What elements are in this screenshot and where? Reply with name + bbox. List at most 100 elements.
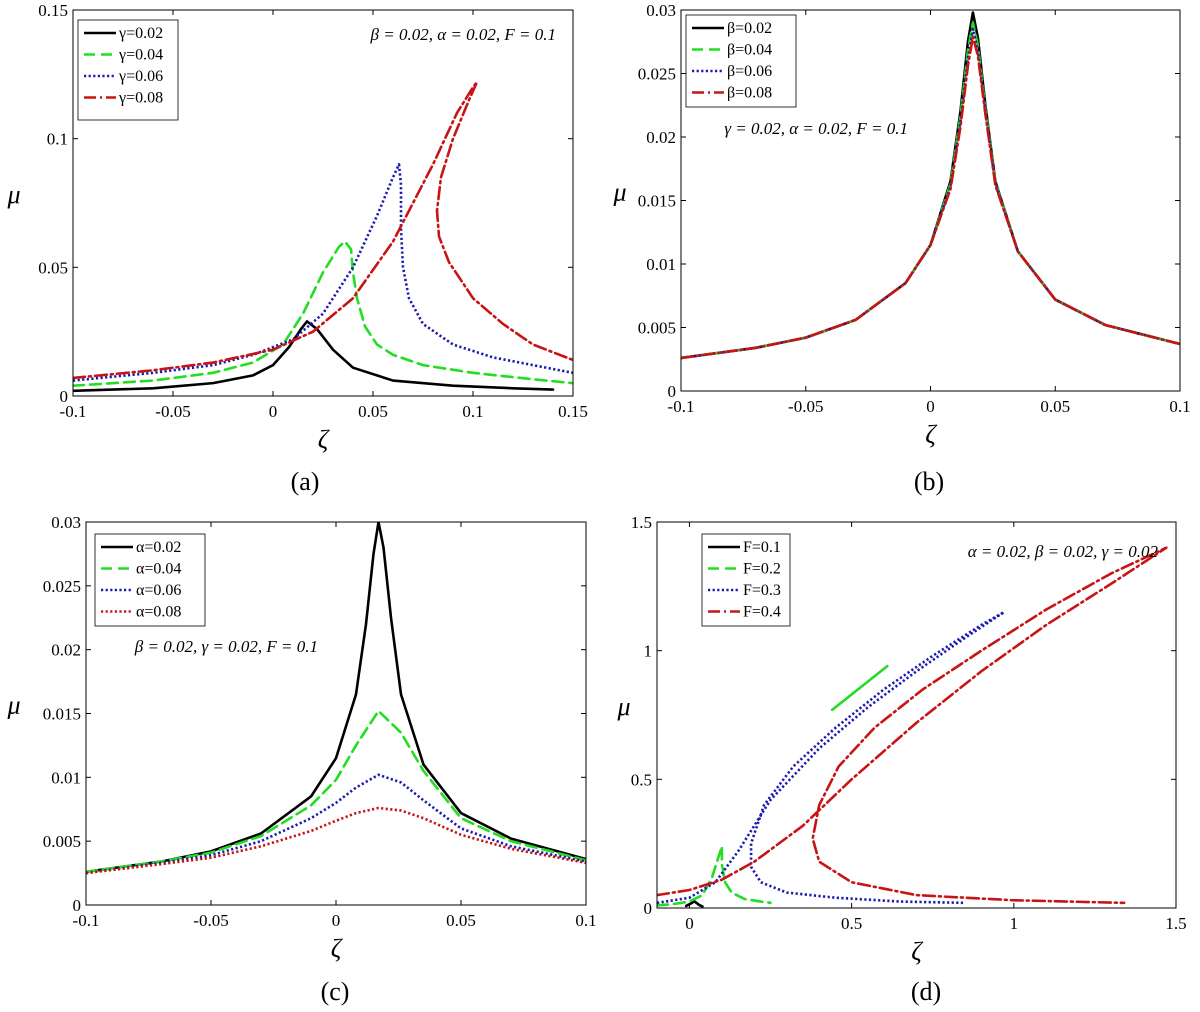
x-axis-label: ζ — [911, 937, 923, 966]
legend-entry: α=0.06 — [136, 582, 181, 599]
series-line-1 — [73, 320, 555, 393]
y-tick-label: 0.015 — [43, 705, 81, 724]
legend-entry: α=0.02 — [136, 539, 181, 556]
x-axis-label: ζ — [318, 425, 330, 454]
legend-entry: γ=0.02 — [118, 25, 163, 42]
x-tick-label: 0 — [685, 914, 694, 933]
y-tick-label: 0 — [644, 899, 653, 918]
y-tick-label: 0 — [60, 387, 69, 406]
x-tick-label: -0.05 — [788, 397, 823, 416]
x-tick-label: 0.1 — [462, 402, 483, 421]
plot-frame — [72, 9, 574, 397]
x-tick-label: -0.1 — [73, 911, 100, 930]
panel-caption: (d) — [911, 977, 941, 1006]
y-tick-label: 0.1 — [47, 130, 68, 149]
series-line-4 — [73, 80, 573, 380]
y-axis-label: μ — [6, 691, 20, 720]
x-axis-label: ζ — [331, 934, 343, 963]
y-axis-label: μ — [612, 178, 626, 207]
x-tick-label: -0.05 — [193, 911, 228, 930]
legend-entry: F=0.4 — [743, 604, 781, 621]
series-line-4 — [86, 806, 586, 875]
legend-entry: γ=0.04 — [118, 47, 163, 64]
x-tick-label: 0.05 — [446, 911, 476, 930]
y-tick-label: 0 — [73, 896, 82, 915]
parameter-annotation: β = 0.02, γ = 0.02, F = 0.1 — [134, 637, 318, 656]
panel-caption: (b) — [914, 467, 944, 496]
panel-c: -0.1 -0.05 0 0.05 0.1 0 0.005 0.01 0.015 0.02 0.02… — [6, 513, 596, 1006]
x-tick-label: -0.1 — [668, 397, 695, 416]
parameter-annotation: γ = 0.02, α = 0.02, F = 0.1 — [724, 119, 908, 138]
x-tick-label: 0 — [926, 397, 935, 416]
y-tick-label: 0.02 — [646, 128, 676, 147]
series-line-2 — [657, 844, 772, 907]
y-tick-label: 0.15 — [38, 1, 68, 20]
y-tick-label: 0.005 — [638, 319, 676, 338]
y-tick-label: 0.01 — [646, 255, 676, 274]
legend: β=0.02 β=0.04 β=0.06 β=0.08 — [685, 14, 797, 108]
x-tick-label: -0.05 — [155, 402, 190, 421]
y-tick-label: 0.015 — [638, 192, 676, 211]
y-tick-label: 1.5 — [631, 513, 652, 532]
y-tick-label: 0.02 — [51, 641, 81, 660]
x-tick-label: 0.5 — [841, 914, 862, 933]
series-line-5 — [830, 664, 889, 712]
legend-entry: γ=0.08 — [118, 90, 163, 107]
y-tick-label: 0.05 — [38, 258, 68, 277]
y-tick-label: 0.03 — [51, 513, 81, 532]
legend-entry: F=0.2 — [743, 561, 781, 578]
y-axis-label: μ — [616, 692, 630, 721]
legend-entry: β=0.06 — [727, 63, 772, 80]
legend-entry: α=0.08 — [136, 604, 181, 621]
plot-frame — [656, 521, 1177, 909]
legend-entry: β=0.04 — [727, 42, 772, 59]
x-tick-label: 0 — [269, 402, 278, 421]
y-tick-label: 1 — [644, 642, 653, 661]
x-tick-label: 0.1 — [575, 911, 596, 930]
panel-caption: (a) — [291, 467, 320, 496]
x-tick-label: 0.15 — [558, 402, 588, 421]
panel-b: -0.1 -0.05 0 0.05 0.1 0 0.005 0.01 0.015 0.02 0.02… — [612, 1, 1190, 496]
series-line-3 — [86, 773, 586, 875]
y-tick-label: 0 — [668, 382, 677, 401]
series-line-4 — [657, 546, 1168, 905]
y-tick-label: 0.025 — [43, 577, 81, 596]
legend-entry: β=0.08 — [727, 85, 772, 102]
y-tick-label: 0.03 — [646, 1, 676, 20]
x-axis-label: ζ — [925, 420, 937, 449]
panel-a: -0.1 -0.05 0 0.05 0.1 0.15 0 0.05 0.1 0.15 ζ μ (a) β … — [6, 1, 587, 496]
series-line-1 — [684, 900, 704, 908]
panel-d: 0 0.5 1 1.5 0 0.5 1 1.5 ζ μ (d) α = 0.02, β = 0.02,… — [616, 513, 1186, 1006]
legend: γ=0.02 γ=0.04 γ=0.06 γ=0.08 — [77, 19, 179, 121]
series-line-3 — [657, 610, 1006, 905]
legend-entry: γ=0.06 — [118, 68, 163, 85]
y-axis-label: μ — [6, 180, 20, 209]
series-line-3 — [73, 163, 573, 382]
series-lines — [73, 80, 573, 393]
y-tick-label: 0.5 — [631, 770, 652, 789]
legend-entry: β=0.02 — [727, 20, 772, 37]
series-lines — [657, 546, 1168, 908]
legend-entry: F=0.3 — [743, 582, 781, 599]
series-lines — [86, 522, 586, 875]
series-line-1 — [86, 522, 586, 874]
series-line-2 — [73, 240, 573, 388]
parameter-annotation: β = 0.02, α = 0.02, F = 0.1 — [370, 25, 556, 44]
x-tick-label: 0.1 — [1169, 397, 1190, 416]
legend-entry: α=0.04 — [136, 561, 181, 578]
x-tick-label: 1 — [1010, 914, 1019, 933]
series-lines — [681, 11, 1180, 360]
legend-entry: F=0.1 — [743, 539, 781, 556]
x-tick-label: 0.05 — [1040, 397, 1070, 416]
panel-caption: (c) — [321, 977, 350, 1006]
series-line-2 — [86, 709, 586, 874]
parameter-annotation: α = 0.02, β = 0.02, γ = 0.02 — [968, 542, 1159, 561]
series-line-4 — [681, 35, 1180, 360]
x-tick-label: 1.5 — [1165, 914, 1186, 933]
y-tick-label: 0.025 — [638, 65, 676, 84]
x-tick-label: 0.05 — [358, 402, 388, 421]
legend: α=0.02 α=0.04 α=0.06 α=0.08 — [94, 533, 206, 627]
x-tick-label: -0.1 — [60, 402, 87, 421]
y-tick-label: 0.005 — [43, 832, 81, 851]
